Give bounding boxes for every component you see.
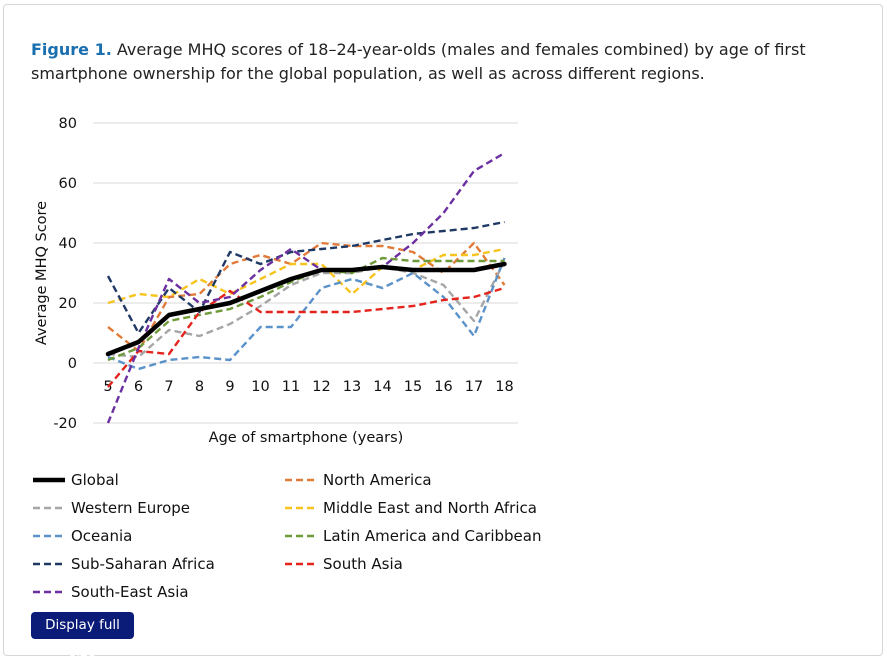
x-tick-label: 14 [373,379,391,395]
display-full-size-button[interactable]: Display full size [31,612,134,660]
x-tick-label: 11 [282,379,300,395]
series-line-western-europe [107,260,506,359]
y-tick-label: 80 [59,116,77,132]
legend-label: Sub-Saharan Africa [71,555,215,573]
x-tick-label: 13 [343,379,361,395]
y-tick-label: 20 [59,296,77,312]
series-line-oceania [107,257,506,371]
series-line-global [105,261,507,357]
series-line-latin-america-and-caribbean [107,256,505,362]
x-tick-label: 12 [312,379,330,395]
x-tick-label: 10 [251,379,269,395]
x-axis-title: Age of smartphone (years) [209,430,404,446]
x-tick-label: 8 [195,379,204,395]
x-tick-label: 18 [495,379,513,395]
legend-label: Latin America and Caribbean [323,527,541,545]
figure-caption: Figure 1. Average MHQ scores of 18–24-ye… [31,38,861,86]
legend-label: South Asia [323,555,403,573]
legend-label: Oceania [71,527,132,545]
y-tick-label: 40 [59,236,77,252]
series-line-middle-east-and-north-africa [107,247,505,305]
figure-caption-text: Average MHQ scores of 18–24-year-olds (m… [31,40,806,83]
legend-label: South-East Asia [71,583,189,601]
legend-label: Middle East and North Africa [323,499,537,517]
legend-label: Global [71,471,119,489]
x-tick-label: 16 [434,379,452,395]
series-line-sub-saharan-africa [106,220,505,335]
x-tick-label: 7 [164,379,173,395]
legend-label: Western Europe [71,499,190,517]
series-line-south-east-asia [106,151,506,424]
y-tick-label: 0 [68,356,77,372]
y-tick-label: 60 [59,176,77,192]
x-tick-label: 9 [225,379,234,395]
x-tick-label: 17 [465,379,483,395]
legend-label: North America [323,471,432,489]
x-tick-label: 15 [404,379,422,395]
figure-label: Figure 1. [31,40,112,59]
x-tick-label: 6 [134,379,143,395]
y-tick-label: -20 [53,416,77,432]
y-axis-title: Average MHQ Score [34,201,50,345]
